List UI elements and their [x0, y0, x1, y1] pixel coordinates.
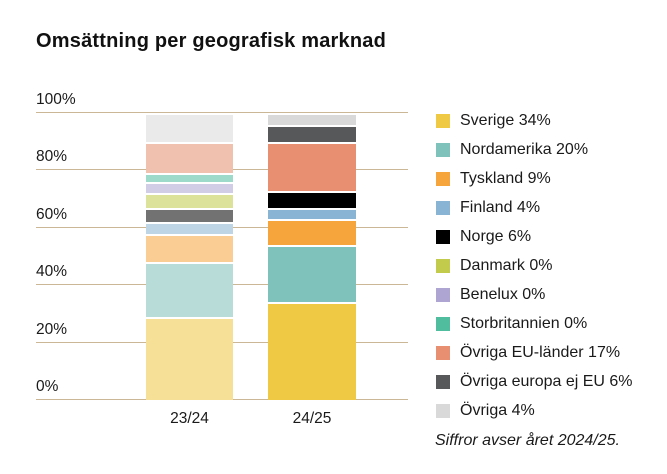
bar-segment-finland — [146, 222, 233, 234]
y-axis-tick-label: 60% — [36, 205, 68, 223]
legend-item-label: Benelux 0% — [460, 285, 546, 303]
legend-item: Tyskland 9% — [436, 164, 633, 193]
stacked-bar-23-24 — [146, 113, 233, 400]
legend-item-label: Norge 6% — [460, 227, 532, 245]
bar-segment--vriga-europa-ej-eu — [268, 124, 356, 142]
legend-swatch-icon — [436, 403, 450, 418]
legend-item: Övriga europa ej EU 6% — [436, 367, 633, 396]
legend-item-label: Storbritannien 0% — [460, 314, 588, 332]
bar-segment-danmark — [146, 193, 233, 208]
legend: Sverige 34% Nordamerika 20% Tyskland 9% Fin… — [436, 106, 633, 425]
legend-item: Sverige 34% — [436, 106, 633, 135]
legend-item-label: Sverige 34% — [460, 111, 551, 129]
legend-item: Övriga EU-länder 17% — [436, 338, 633, 367]
y-axis-tick-label: 80% — [36, 148, 68, 166]
y-axis-tick-label: 100% — [36, 91, 76, 108]
legend-swatch-icon — [436, 316, 450, 331]
legend-item-label: Övriga 4% — [460, 401, 535, 419]
legend-item: Norge 6% — [436, 222, 633, 251]
legend-item: Finland 4% — [436, 193, 633, 222]
x-axis-label: 23/24 — [170, 410, 209, 427]
legend-item: Danmark 0% — [436, 251, 633, 280]
bar-segment--vriga-eu-l-nder — [268, 141, 356, 191]
footnote: Siffror avser året 2024/25. — [435, 432, 620, 449]
x-axis-label: 24/25 — [292, 410, 332, 427]
bar-segment--vriga — [146, 113, 233, 142]
chart-title: Omsättning per geografisk marknad — [36, 30, 387, 52]
legend-item-label: Nordamerika 20% — [460, 140, 589, 158]
legend-item: Benelux 0% — [436, 280, 633, 309]
bar-segment-tyskland — [268, 219, 356, 246]
legend-swatch-icon — [436, 345, 450, 360]
legend-item-label: Finland 4% — [460, 198, 541, 216]
legend-item-label: Tyskland 9% — [460, 169, 551, 187]
bar-segment-tyskland — [146, 233, 233, 263]
stacked-bar-24-25 — [268, 113, 356, 400]
legend-swatch-icon — [436, 374, 450, 389]
bar-segment-finland — [268, 207, 356, 220]
bar-segment-sverige — [146, 316, 233, 400]
y-axis-tick-label: 0% — [36, 378, 59, 395]
y-axis-tick-label: 20% — [36, 320, 68, 338]
legend-swatch-icon — [436, 229, 450, 244]
bar-segment-norge — [146, 207, 233, 223]
bar-segment-nordamerika — [268, 245, 356, 303]
bar-segment-norge — [268, 190, 356, 208]
legend-item-label: Danmark 0% — [460, 256, 553, 274]
legend-item: Nordamerika 20% — [436, 135, 633, 164]
legend-item-label: Övriga EU-länder 17% — [460, 343, 621, 361]
bar-segment-benelux — [146, 181, 233, 194]
bar-segment-sverige — [268, 302, 356, 400]
legend-swatch-icon — [436, 258, 450, 273]
legend-swatch-icon — [436, 200, 450, 215]
bar-segment--vriga-eu-l-nder — [146, 141, 233, 174]
legend-item: Storbritannien 0% — [436, 309, 633, 338]
bar-segment-storbritannien — [146, 173, 233, 182]
legend-item: Övriga 4% — [436, 396, 633, 425]
plot-area: 0% 20% 40% 60% 80% 100% 23/24 24/25 — [36, 91, 408, 427]
gridline — [36, 112, 408, 113]
bar-segment--vriga — [268, 113, 356, 125]
legend-swatch-icon — [436, 142, 450, 157]
legend-item-label: Övriga europa ej EU 6% — [460, 372, 633, 390]
y-axis-tick-label: 40% — [36, 263, 68, 281]
legend-swatch-icon — [436, 287, 450, 302]
bar-segment-nordamerika — [146, 262, 233, 317]
legend-swatch-icon — [436, 171, 450, 186]
legend-swatch-icon — [436, 113, 450, 128]
